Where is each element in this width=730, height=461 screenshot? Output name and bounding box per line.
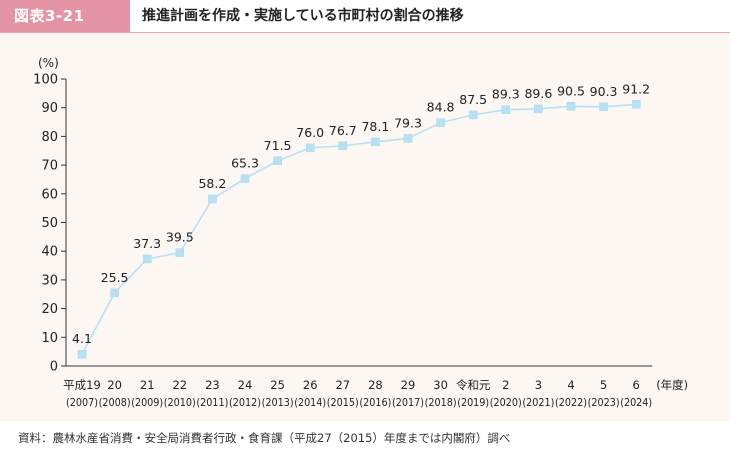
source-note: 資料：農林水産省消費・安全局消費者行政・食育課（平成27（2015）年度までは内… xyxy=(18,431,511,445)
x-tick-year-label: (2008) xyxy=(99,397,131,409)
data-point-marker xyxy=(599,102,608,112)
data-point-marker xyxy=(305,143,315,153)
y-tick-label: 0 xyxy=(50,360,58,375)
data-label: 89.3 xyxy=(492,87,520,102)
data-point-marker xyxy=(273,156,282,166)
x-tick-label: 21 xyxy=(140,378,155,392)
data-label: 76.0 xyxy=(296,125,324,140)
chart-panel xyxy=(0,33,730,421)
x-tick-label: 3 xyxy=(535,378,542,392)
y-tick-label: 100 xyxy=(33,73,58,88)
y-tick-label: 30 xyxy=(41,273,58,288)
x-tick-label: 24 xyxy=(238,378,253,392)
x-tick-label: 30 xyxy=(433,378,448,392)
x-tick-label: 22 xyxy=(172,378,187,392)
data-point-marker xyxy=(338,141,348,151)
data-point-marker xyxy=(501,105,511,114)
x-tick-year-label: (2023) xyxy=(588,397,620,409)
y-tick-label: 50 xyxy=(41,216,58,231)
data-label: 87.5 xyxy=(459,92,487,107)
data-label: 71.5 xyxy=(264,138,292,153)
data-label: 91.2 xyxy=(622,81,650,96)
data-point-marker xyxy=(631,100,641,109)
data-label: 4.1 xyxy=(72,331,92,346)
x-tick-year-label: (2022) xyxy=(555,397,587,409)
y-tick-label: 90 xyxy=(41,101,58,116)
x-tick-year-label: (2010) xyxy=(164,397,196,409)
data-point-marker xyxy=(142,254,152,264)
data-point-marker xyxy=(468,110,478,120)
x-tick-year-label: (2009) xyxy=(131,397,163,409)
y-axis-unit-label: (%) xyxy=(38,56,59,70)
data-point-marker xyxy=(208,194,217,204)
data-point-marker xyxy=(534,104,543,114)
x-tick-label: 5 xyxy=(600,378,607,392)
data-point-marker xyxy=(566,102,576,111)
x-tick-year-label: (2024) xyxy=(620,397,652,409)
y-tick-label: 80 xyxy=(41,130,58,145)
data-label: 58.2 xyxy=(198,176,226,191)
data-label: 79.3 xyxy=(394,115,422,130)
figure-label: 図表3-21 xyxy=(0,0,130,32)
line-chart: 0 10 20 30 40 50 60 70 80 90 100 (%) 平成19 (2007) 20 (20… xyxy=(33,56,688,409)
data-point-marker xyxy=(175,248,185,257)
data-label: 37.3 xyxy=(133,236,161,251)
y-tick-label: 70 xyxy=(41,159,58,174)
x-tick-label: 28 xyxy=(368,378,383,392)
x-tick-year-label: (2013) xyxy=(262,397,294,409)
data-label: 65.3 xyxy=(231,156,259,171)
x-tick-label: 2 xyxy=(502,378,509,392)
data-point-marker xyxy=(403,134,413,143)
series-line xyxy=(81,103,637,355)
y-tick-label: 10 xyxy=(41,331,58,346)
x-tick-label: 25 xyxy=(270,378,285,392)
data-label: 90.3 xyxy=(590,84,618,99)
x-tick-label: 27 xyxy=(335,378,350,392)
x-tick-label: 4 xyxy=(567,378,574,392)
data-label: 78.1 xyxy=(361,119,389,134)
x-tick-year-label: (2020) xyxy=(490,397,522,409)
x-tick-year-label: (2016) xyxy=(359,397,391,409)
data-label: 25.5 xyxy=(101,270,129,285)
x-tick-label: 20 xyxy=(107,378,122,392)
x-tick-year-label: (2018) xyxy=(425,397,457,409)
figure-header: 図表3-21 推進計画を作成・実施している市町村の割合の推移 xyxy=(0,0,730,33)
data-point-marker xyxy=(436,118,445,127)
x-tick-year-label: (2014) xyxy=(294,397,326,409)
data-point-marker xyxy=(240,174,250,183)
x-tick-label: 29 xyxy=(401,378,416,392)
x-tick-label: 26 xyxy=(303,378,318,392)
data-label: 89.6 xyxy=(524,86,552,101)
x-tick-year-label: (2015) xyxy=(327,397,359,409)
data-point-marker xyxy=(110,288,119,298)
data-point-marker xyxy=(77,349,87,359)
data-label: 39.5 xyxy=(166,230,194,245)
data-label: 90.5 xyxy=(557,83,585,98)
x-tick-year-label: (2007) xyxy=(66,397,98,409)
x-tick-year-label: (2017) xyxy=(392,397,424,409)
data-label: 84.8 xyxy=(427,100,455,115)
y-tick-label: 40 xyxy=(41,245,58,260)
x-tick-year-label: (2011) xyxy=(196,397,228,409)
figure-title: 推進計画を作成・実施している市町村の割合の推移 xyxy=(142,8,464,24)
x-tick-label: 6 xyxy=(633,378,640,392)
x-tick-year-label: (2021) xyxy=(522,397,554,409)
data-point-marker xyxy=(371,137,380,147)
y-tick-label: 60 xyxy=(41,187,58,202)
x-tick-year-label: (2012) xyxy=(229,397,261,409)
y-tick-label: 20 xyxy=(41,302,58,317)
x-tick-label: 23 xyxy=(205,378,220,392)
x-tick-label: 平成19 xyxy=(63,378,101,392)
data-label: 76.7 xyxy=(329,123,357,138)
x-tick-label: 令和元 xyxy=(456,378,491,392)
x-tick-year-label: (2019) xyxy=(457,397,489,409)
x-axis-unit-label: (年度) xyxy=(656,378,688,392)
